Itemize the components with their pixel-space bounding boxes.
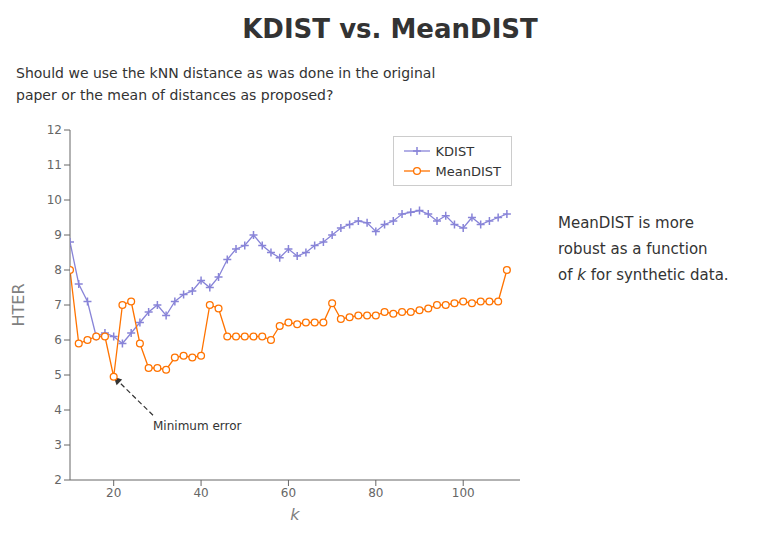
- svg-text:5: 5: [54, 368, 62, 382]
- svg-text:11: 11: [47, 158, 62, 172]
- html-text:of k for synthetic data.: of k for synthetic data.: [558, 266, 729, 284]
- svg-text:HTER: HTER: [9, 283, 28, 326]
- svg-text:100: 100: [452, 486, 475, 500]
- svg-text:20: 20: [106, 486, 121, 500]
- svg-text:8: 8: [54, 263, 62, 277]
- svg-text:60: 60: [281, 486, 296, 500]
- svg-text:3: 3: [54, 438, 62, 452]
- svg-text:80: 80: [368, 486, 383, 500]
- svg-text:6: 6: [54, 333, 62, 347]
- svg-text:2: 2: [54, 473, 62, 487]
- html-text:paper or the mean of distances: paper or the mean of distances as propos…: [16, 87, 334, 103]
- html-text:MeanDIST: MeanDIST: [435, 163, 501, 179]
- html-text:MeanDIST is more: MeanDIST is more: [558, 214, 694, 232]
- svg-text:10: 10: [47, 193, 62, 207]
- svg-text:Minimum error: Minimum error: [153, 419, 242, 433]
- html-text:KDIST vs. MeanDIST: KDIST vs. MeanDIST: [242, 14, 538, 44]
- svg-text:7: 7: [54, 298, 62, 312]
- svg-text:40: 40: [193, 486, 208, 500]
- html-text:robust as a function: robust as a function: [558, 240, 708, 258]
- html-text:KDIST: KDIST: [435, 143, 475, 159]
- svg-text:k: k: [290, 505, 300, 524]
- svg-text:12: 12: [47, 123, 62, 137]
- svg-text:9: 9: [54, 228, 62, 242]
- html-text:Should we use the kNN distance: Should we use the kNN distance as was do…: [16, 65, 436, 81]
- svg-text:4: 4: [54, 403, 62, 417]
